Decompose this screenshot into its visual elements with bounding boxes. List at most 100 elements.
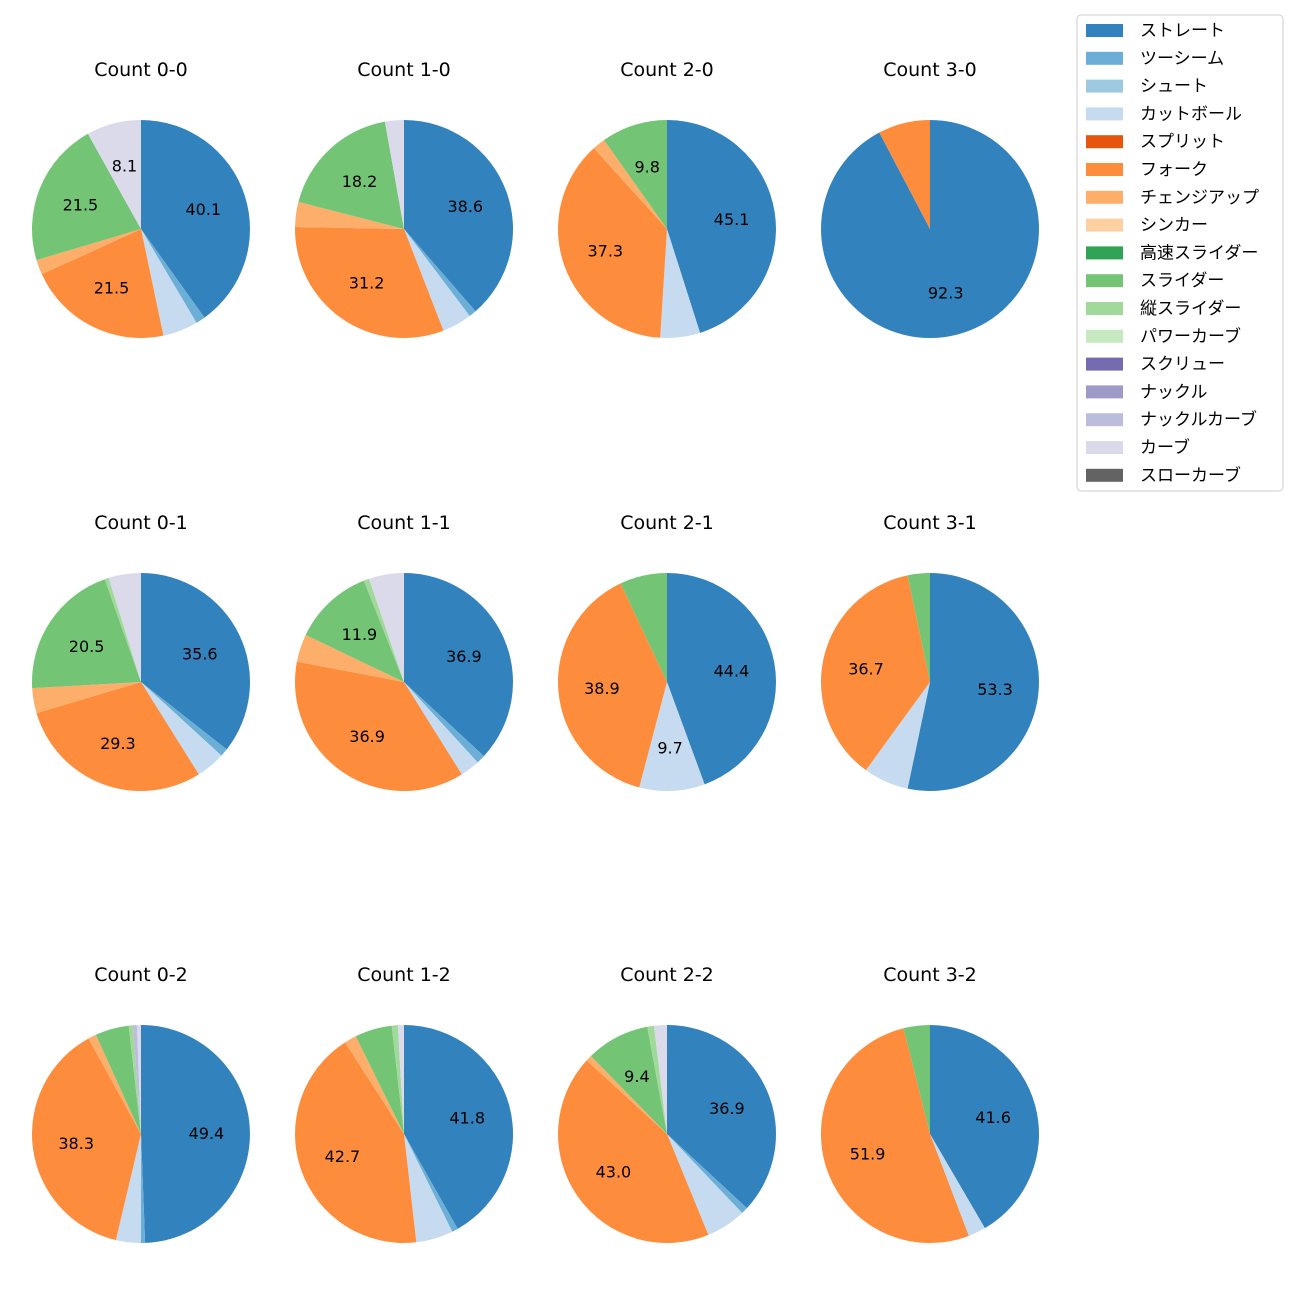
pie-panel: Count 2-2 36.9 43.0 9.4 xyxy=(558,964,776,1243)
pie-slice xyxy=(141,229,205,323)
slice-label: 9.8 xyxy=(634,158,659,177)
pie-slice xyxy=(295,226,444,339)
legend-items: ストレートツーシームシュートカットボールスプリットフォークチェンジアップシンカー… xyxy=(1086,21,1259,486)
pie-title: Count 3-2 xyxy=(883,964,977,986)
legend-swatch xyxy=(1086,357,1123,371)
pie-panel: Count 3-0 92.3 xyxy=(821,59,1040,338)
pie-slice xyxy=(128,1025,141,1134)
legend-swatch xyxy=(1086,107,1123,121)
pie-slice xyxy=(654,1025,667,1134)
legend-item: チェンジアップ xyxy=(1086,188,1259,208)
pie-slice xyxy=(647,1025,667,1134)
pie-slice xyxy=(667,573,776,785)
pie-slice xyxy=(294,661,462,792)
pie-panel: Count 1-1 36.9 36.9 11.9 xyxy=(294,512,513,792)
pie-slice xyxy=(141,1025,250,1243)
legend-item: 高速スライダー xyxy=(1086,243,1258,263)
legend-label: 高速スライダー xyxy=(1140,243,1258,263)
slice-label: 45.1 xyxy=(714,210,750,229)
pie-slice xyxy=(41,229,164,339)
pie-slice xyxy=(903,1025,930,1134)
pie-slice xyxy=(404,120,513,312)
slice-label: 40.1 xyxy=(185,200,221,219)
slice-label: 21.5 xyxy=(63,195,99,214)
pie-slice xyxy=(620,573,667,682)
legend-label: パワーカーブ xyxy=(1140,326,1241,347)
pie-slice xyxy=(136,1025,141,1134)
legend-item: カーブ xyxy=(1086,437,1190,458)
pie-slice xyxy=(87,120,141,229)
pie-slice xyxy=(141,1134,146,1243)
pie-panel: Count 0-1 35.6 29.3 20.5 xyxy=(31,512,251,792)
pie-slice xyxy=(404,682,478,775)
pie-panel: Count 2-0 45.1 37.3 9.8 xyxy=(558,59,776,338)
pie-title: Count 0-1 xyxy=(94,512,188,534)
pie-slice xyxy=(667,1134,747,1213)
legend-swatch xyxy=(1086,274,1123,288)
pie-slice xyxy=(930,1134,985,1236)
pie-slice xyxy=(391,1025,404,1134)
legend-label: カーブ xyxy=(1140,437,1190,458)
pie-slice xyxy=(36,682,199,792)
slice-label: 20.5 xyxy=(69,637,105,656)
pie-slice xyxy=(404,1134,458,1232)
legend-swatch xyxy=(1086,51,1123,65)
pie-slice xyxy=(355,1025,404,1134)
legend-item: ナックルカーブ xyxy=(1086,409,1257,430)
pie-slice xyxy=(930,1025,1039,1229)
pie-slice xyxy=(31,579,141,689)
pie-slice xyxy=(88,1034,141,1134)
legend-label: ナックルカーブ xyxy=(1140,409,1257,430)
legend: ストレートツーシームシュートカットボールスプリットフォークチェンジアップシンカー… xyxy=(1076,14,1284,492)
pie-slice xyxy=(660,229,701,338)
pie-slice xyxy=(32,682,141,714)
pie-slice xyxy=(667,1025,776,1209)
pie-slice xyxy=(667,120,776,333)
slice-label: 41.6 xyxy=(975,1108,1011,1127)
pie-title: Count 3-0 xyxy=(883,59,977,81)
slice-label: 38.6 xyxy=(447,197,483,216)
legend-swatch xyxy=(1086,190,1123,204)
pie-slice xyxy=(907,573,930,682)
legend-swatch xyxy=(1086,329,1123,343)
pie-slice xyxy=(820,575,930,771)
slice-label: 37.3 xyxy=(587,242,623,261)
legend-label: スクリュー xyxy=(1140,355,1225,375)
pie-slice xyxy=(141,229,197,336)
legend-item: パワーカーブ xyxy=(1086,326,1241,347)
slice-label: 49.4 xyxy=(189,1124,225,1143)
pie-slice xyxy=(558,148,667,338)
pie-title: Count 2-0 xyxy=(620,59,714,81)
legend-item: シュート xyxy=(1086,77,1208,97)
slice-label: 92.3 xyxy=(928,284,964,303)
slice-label: 42.7 xyxy=(325,1147,361,1166)
slice-label: 44.4 xyxy=(714,662,750,681)
pie-slice xyxy=(141,573,251,750)
pie-slice xyxy=(95,1025,141,1134)
pie-slice xyxy=(593,140,667,229)
slice-label: 43.0 xyxy=(596,1162,632,1181)
legend-label: ナックル xyxy=(1140,382,1208,402)
pie-slice xyxy=(295,201,404,229)
legend-item: シンカー xyxy=(1086,216,1208,236)
pie-slice xyxy=(821,120,1040,338)
slice-label: 18.2 xyxy=(342,172,378,191)
legend-label: チェンジアップ xyxy=(1140,188,1259,208)
legend-label: スライダー xyxy=(1140,271,1224,291)
pie-slice xyxy=(404,1134,453,1243)
pie-slice xyxy=(141,682,227,756)
pie-slice xyxy=(345,1036,404,1134)
legend-item: フォーク xyxy=(1086,160,1208,180)
pie-panel: Count 3-1 53.3 36.7 xyxy=(820,512,1039,791)
pie-panel: Count 3-2 41.6 51.9 xyxy=(820,964,1039,1244)
legend-swatch xyxy=(1086,246,1123,260)
pie-slice xyxy=(820,1028,969,1244)
legend-label: シンカー xyxy=(1140,216,1208,236)
pie-slice xyxy=(397,1025,404,1134)
pie-slice xyxy=(141,120,250,318)
pie-slice xyxy=(604,119,667,229)
legend-swatch xyxy=(1086,413,1123,427)
slice-label: 36.9 xyxy=(349,727,385,746)
legend-label: スローカーブ xyxy=(1140,465,1241,486)
